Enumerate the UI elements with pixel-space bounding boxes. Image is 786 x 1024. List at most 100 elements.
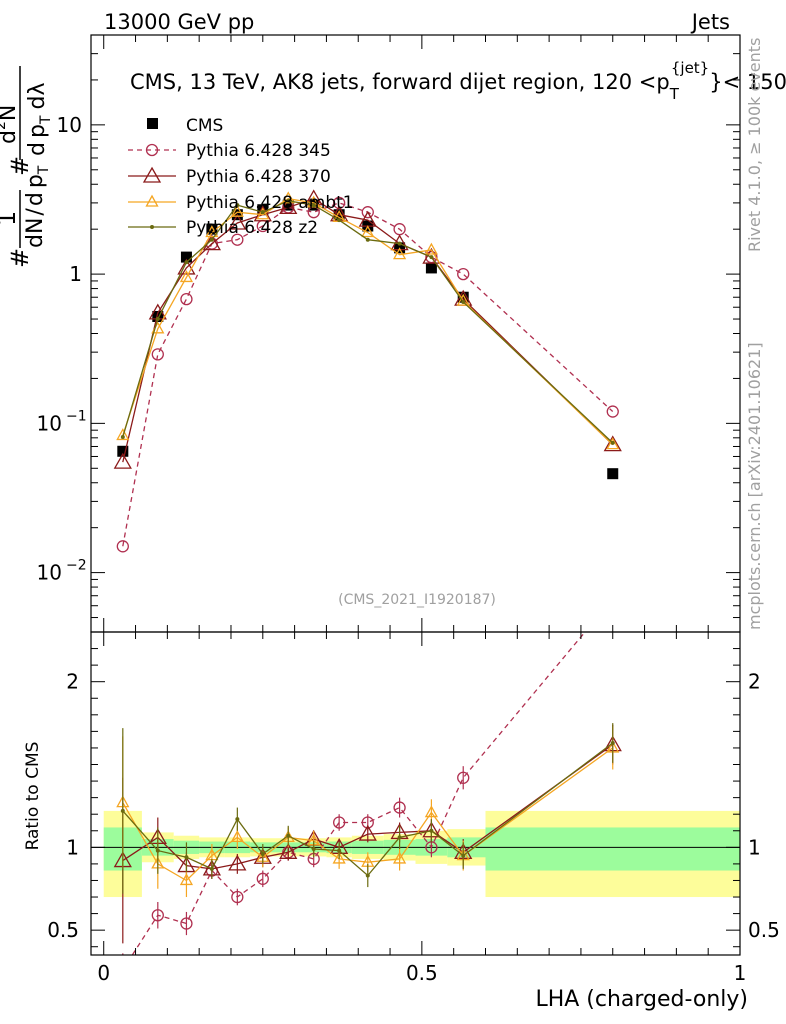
ytick-label-ratio: 1 [66,835,79,859]
point-p370-6 [279,198,298,215]
point-p345-4 [231,890,244,904]
ytick-exp-main: −2 [66,558,87,574]
point-p345-4 [231,233,244,246]
legend-marker-p370 [142,166,162,183]
point-ambt1-10 [392,851,407,864]
point-z2-9 [365,873,370,878]
legend-label-cms: CMS [186,116,223,136]
point-p345-8 [332,816,346,829]
point-z2-1 [155,848,160,853]
ytick-label-ratio: 2 [66,670,79,694]
point-ambt1-2 [179,270,194,283]
point-ambt1-0 [116,428,130,441]
svg-text:d2N: d2N [0,105,21,144]
ratio-frame-box [90,631,741,956]
xtick-label: 0 [97,961,110,985]
series-p345 [122,632,586,955]
point-z2-0 [120,435,125,440]
xtick-label: 0.5 [406,961,438,985]
line-z2 [122,742,614,877]
main-marks [113,189,622,553]
legend-entry-p345: Pythia 6.428 345 [128,141,331,161]
point-z2-5 [260,851,265,856]
point-z2-6 [286,833,291,838]
point-z2-6 [286,198,291,203]
point-z2-2 [184,855,189,860]
band-inner-13 [485,827,740,871]
rivet-note: Rivet 4.1.0, ≥ 100k events [745,38,764,252]
point-z2-3 [209,866,214,871]
point-p345-0 [116,540,129,553]
point-ambt1-4 [230,830,244,843]
ytick-label-main: 10 [57,113,82,137]
xaxis-label: LHA (charged-only) [535,987,748,1012]
legend-label-ambt1: Pythia 6.428 ambt1 [186,193,354,213]
point-z2-11 [429,255,434,260]
xtick-label: 1 [734,961,747,985]
main-title: CMS, 13 TeV, AK8 jets, forward dijet reg… [130,59,786,103]
line-ambt1 [122,747,614,882]
svg-text:#: # [6,248,34,268]
point-p370-4 [228,854,247,871]
point-ambt1-9 [361,225,375,238]
point-z2-1 [155,317,160,322]
ratio-marks [113,632,622,955]
svg-text:dpTdλ: dpTdλ [25,83,54,156]
point-z2-2 [184,260,189,265]
point-z2-3 [209,237,214,242]
point-p370-9 [358,824,377,841]
point-ambt1-11 [424,242,439,255]
point-z2-9 [365,237,370,242]
ytick-label-ratio: 0.5 [47,918,79,942]
point-z2-7 [311,846,316,851]
point-cms-1 [152,310,164,322]
point-ambt1-8 [332,851,346,864]
ratio-axes: 0 0.5 10.5 0.51 12 2 [47,631,780,985]
point-p345-5 [256,872,269,885]
point-z2-12 [461,853,466,858]
point-z2-13 [610,440,615,445]
category-label: Jets [690,10,730,34]
point-p345-10 [393,801,406,814]
series-z2 [120,723,615,894]
main-ylabel: # 1 dN/dpT # d2N dpTdλ [0,66,54,268]
point-cms-12 [457,291,469,303]
line-ambt1 [122,198,614,446]
point-cms-0 [117,445,129,457]
ytick-label-main: 10 [37,411,62,435]
ytick-label-ratio-right: 0.5 [748,918,780,942]
ytick-label-ratio-right: 2 [748,670,761,694]
ytick-label-ratio-right: 1 [748,835,761,859]
series-p345 [116,196,619,553]
line-z2 [122,200,614,444]
ratio-panel: 0 0.5 10.5 0.51 12 2 Ratio to CMS LHA (charge… [23,631,780,1012]
ytick-exp-main: −1 [66,408,87,424]
point-p345-13 [606,405,619,418]
point-ambt1-12 [456,293,470,306]
legend-entry-p370: Pythia 6.428 370 [128,166,331,187]
point-p345-1 [151,909,164,922]
point-z2-13 [610,740,615,745]
point-cms-2 [180,251,192,263]
point-p370-13 [603,435,622,452]
analysis-stamp: (CMS_2021_I1920187) [338,592,496,608]
legend: CMS Pythia 6.428 345 Pythia 6.428 370 Py… [128,116,354,238]
point-ambt1-2 [179,873,194,886]
point-cms-6 [282,199,294,211]
legend-label-p370: Pythia 6.428 370 [186,167,331,187]
point-p370-2 [177,258,196,275]
point-p345-8 [332,196,346,210]
point-p345-9 [361,206,374,219]
svg-text:1: 1 [0,211,21,226]
series-z2 [120,198,615,445]
point-p345-12 [457,771,470,784]
point-ambt1-3 [205,225,219,238]
svg-text:#: # [6,156,34,176]
energy-label: 13000 GeV pp [104,10,254,34]
legend-entry-z2: Pythia 6.428 z2 [128,218,318,238]
legend-marker-ambt1 [145,194,159,207]
point-ambt1-5 [256,207,270,220]
point-z2-0 [120,808,125,813]
